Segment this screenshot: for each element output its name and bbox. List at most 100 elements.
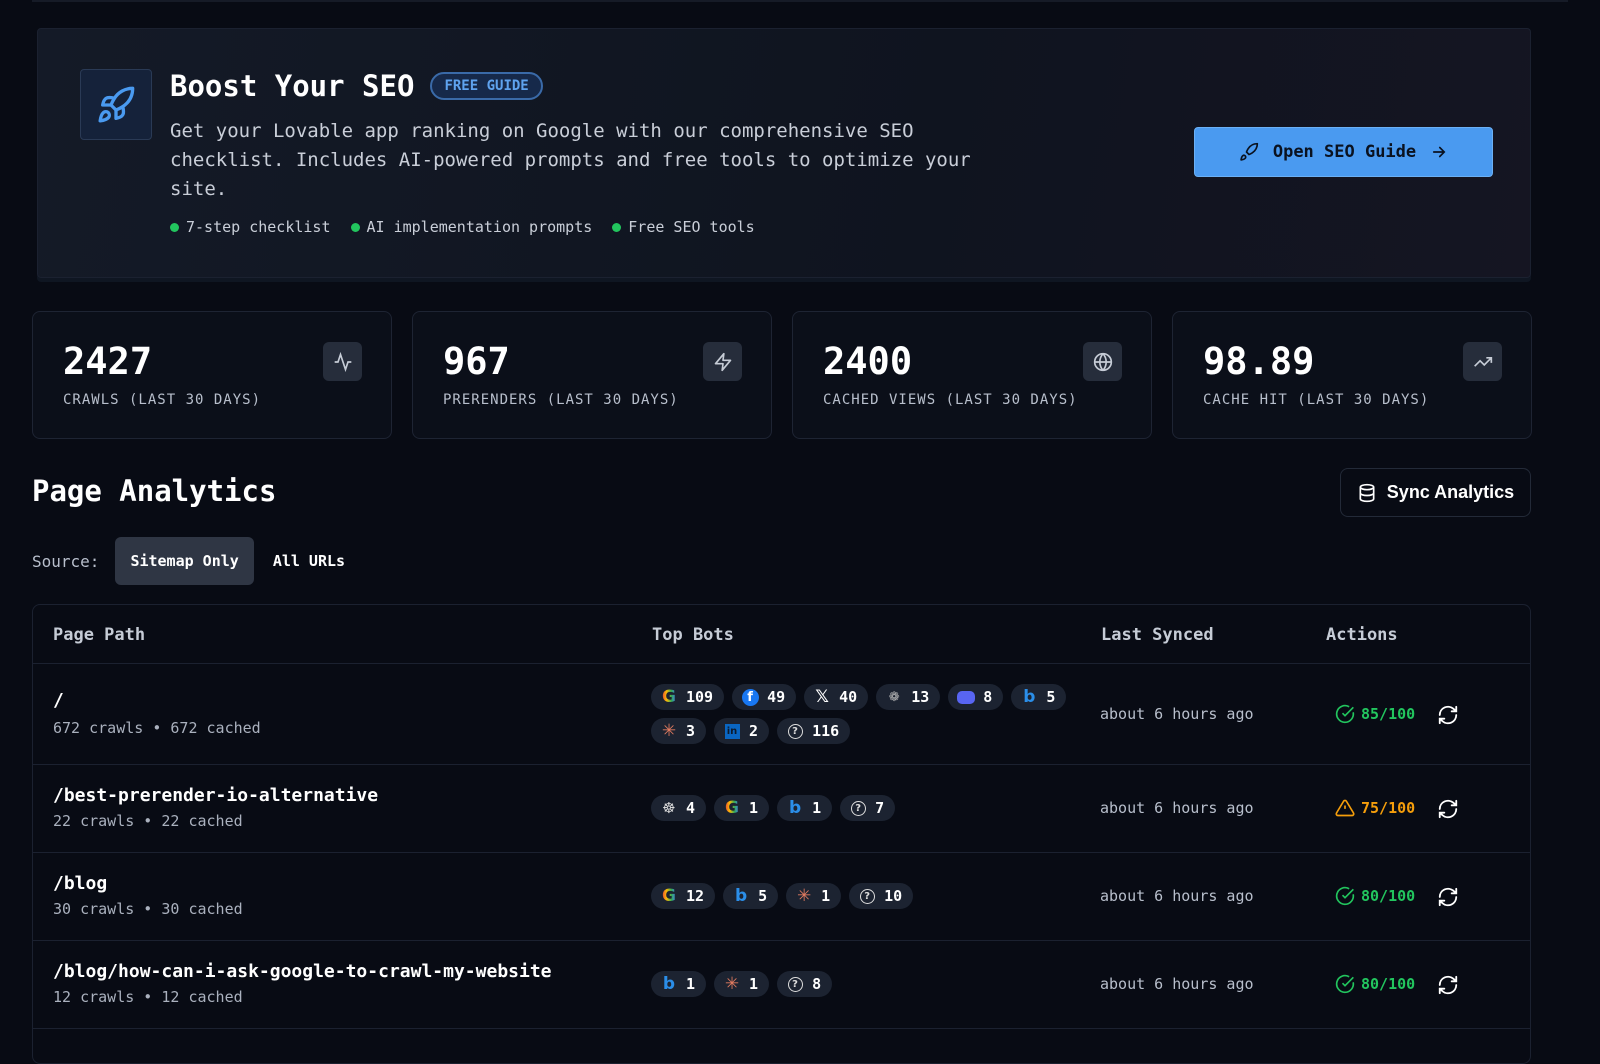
help-circle-icon: ? xyxy=(858,887,876,905)
green-dot-icon xyxy=(612,222,622,232)
refresh-button[interactable] xyxy=(1437,974,1459,1000)
bot-count: 4 xyxy=(686,799,696,817)
bot-chip-discord: 8 xyxy=(948,684,1004,710)
source-filter: Source: Sitemap Only All URLs xyxy=(32,537,360,585)
page-path-link[interactable]: /blog xyxy=(53,873,108,894)
bot-count: 1 xyxy=(821,887,831,905)
source-sitemap-only[interactable]: Sitemap Only xyxy=(115,537,254,585)
claude-icon: ✳ xyxy=(724,974,740,994)
bot-chip-spider: ☸ 4 xyxy=(651,795,707,821)
refresh-icon xyxy=(1438,705,1458,724)
score-value: 80/100 xyxy=(1361,975,1416,993)
bot-count: 10 xyxy=(884,887,903,905)
feature-item: AI implementation prompts xyxy=(350,218,593,236)
last-synced: about 6 hours ago xyxy=(1100,887,1254,905)
header-last-synced: Last Synced xyxy=(1101,625,1214,645)
top-bots-list: G 109 f 49 𝕏 40 ❁ 13 8 b 5 ✳ 3 in 2? 116 xyxy=(651,684,1071,744)
check-circle-icon xyxy=(1335,704,1355,723)
bot-count: 1 xyxy=(749,975,759,993)
stat-card-cached-views: 2400 CACHED VIEWS (LAST 30 DAYS) xyxy=(792,311,1152,439)
stat-value: 98.89 xyxy=(1203,340,1315,383)
crawl-stats: 672 crawls • 672 cached xyxy=(53,719,261,737)
refresh-button[interactable] xyxy=(1437,704,1459,730)
google-icon: G xyxy=(725,798,740,818)
source-all-urls[interactable]: All URLs xyxy=(272,552,346,570)
top-bots-list: G 12 b 5 ✳ 1? 10 xyxy=(651,883,1071,909)
discord-icon xyxy=(957,688,976,706)
bot-count: 13 xyxy=(911,688,930,706)
bot-count: 3 xyxy=(686,722,696,740)
bot-chip-google: G 12 xyxy=(651,883,716,909)
google-icon: G xyxy=(662,687,676,707)
bot-count: 1 xyxy=(812,799,822,817)
claude-icon: ✳ xyxy=(661,721,677,741)
bot-count: 1 xyxy=(749,799,759,817)
table-row[interactable]: /blog 30 crawls • 30 cached G 12 b 5 ✳ 1? 10 a… xyxy=(33,853,1530,941)
linkedin-icon: in xyxy=(723,722,741,740)
feature-label: AI implementation prompts xyxy=(366,218,593,236)
page-path-link[interactable]: /blog/how-can-i-ask-google-to-crawl-my-w… xyxy=(53,961,552,982)
help-circle-icon: ? xyxy=(786,722,804,740)
feature-label: 7-step checklist xyxy=(186,218,331,236)
feature-item: 7-step checklist xyxy=(170,218,331,236)
stat-card-cache-hit: 98.89 CACHE HIT (LAST 30 DAYS) xyxy=(1172,311,1532,439)
zap-icon xyxy=(703,342,742,381)
source-label: Source: xyxy=(32,551,100,571)
claude-icon: ✳ xyxy=(796,886,812,906)
bot-count: 116 xyxy=(812,722,840,740)
seo-score[interactable]: 75/100 xyxy=(1335,798,1415,818)
bot-chip-unknown: ? 10 xyxy=(849,883,914,909)
sync-label: Sync Analytics xyxy=(1386,482,1515,502)
table-header: Page Path Top Bots Last Synced Actions xyxy=(33,605,1530,664)
activity-icon xyxy=(323,342,362,381)
bot-count: 8 xyxy=(812,975,822,993)
bot-count: 5 xyxy=(758,887,768,905)
stats-row: 2427 CRAWLS (LAST 30 DAYS) 967 PRERENDERS … xyxy=(32,311,1532,439)
check-circle-icon xyxy=(1335,974,1355,994)
page-analytics-table: Page Path Top Bots Last Synced Actions /… xyxy=(32,604,1531,1064)
bot-chip-x: 𝕏 40 xyxy=(804,684,869,710)
spider-icon: ☸ xyxy=(662,799,676,817)
banner-title: Boost Your SEO xyxy=(170,69,415,103)
bot-count: 49 xyxy=(767,688,786,706)
table-row[interactable]: /blog/how-can-i-ask-google-to-crawl-my-w… xyxy=(33,941,1530,1029)
refresh-icon xyxy=(1438,975,1458,995)
table-row[interactable]: /best-prerender-io-alternative 22 crawls… xyxy=(33,765,1530,853)
last-synced: about 6 hours ago xyxy=(1100,704,1254,723)
green-dot-icon xyxy=(170,222,179,232)
feature-label: Free SEO tools xyxy=(628,218,755,236)
facebook-icon: f xyxy=(741,688,759,706)
refresh-button[interactable] xyxy=(1437,798,1459,824)
stat-card-crawls: 2427 CRAWLS (LAST 30 DAYS) xyxy=(32,311,392,439)
page-path-link[interactable]: /best-prerender-io-alternative xyxy=(53,785,379,806)
bot-count: 109 xyxy=(686,688,714,706)
bot-count: 12 xyxy=(686,887,705,905)
stat-label: CACHED VIEWS (LAST 30 DAYS) xyxy=(823,392,1078,408)
sync-analytics-button[interactable]: Sync Analytics xyxy=(1340,468,1531,517)
page-analytics-title: Page Analytics xyxy=(32,474,277,508)
refresh-button[interactable] xyxy=(1437,886,1459,912)
header-actions: Actions xyxy=(1326,625,1398,645)
open-seo-guide-button[interactable]: Open SEO Guide xyxy=(1194,127,1493,177)
page-path-link[interactable]: / xyxy=(53,690,64,711)
openai-icon: ❁ xyxy=(888,689,900,705)
seo-score[interactable]: 80/100 xyxy=(1335,974,1415,994)
seo-score[interactable]: 85/100 xyxy=(1335,704,1415,724)
seo-score[interactable]: 80/100 xyxy=(1335,886,1415,906)
database-icon xyxy=(1359,483,1375,502)
table-row[interactable]: / 672 crawls • 672 cached G 109 f 49 𝕏 40 ❁ 13 8… xyxy=(33,664,1530,765)
top-divider xyxy=(32,0,1568,2)
bot-chip-facebook: f 49 xyxy=(732,684,797,710)
bot-chip-unknown: ? 116 xyxy=(777,718,851,744)
feature-item: Free SEO tools xyxy=(612,218,755,236)
top-bots-list: ☸ 4 G 1 b 1? 7 xyxy=(651,795,1071,821)
cta-label: Open SEO Guide xyxy=(1272,142,1417,162)
bing-icon: b xyxy=(788,798,802,818)
refresh-icon xyxy=(1438,799,1458,819)
green-dot-icon xyxy=(350,222,360,232)
free-guide-badge: FREE GUIDE xyxy=(430,72,543,100)
